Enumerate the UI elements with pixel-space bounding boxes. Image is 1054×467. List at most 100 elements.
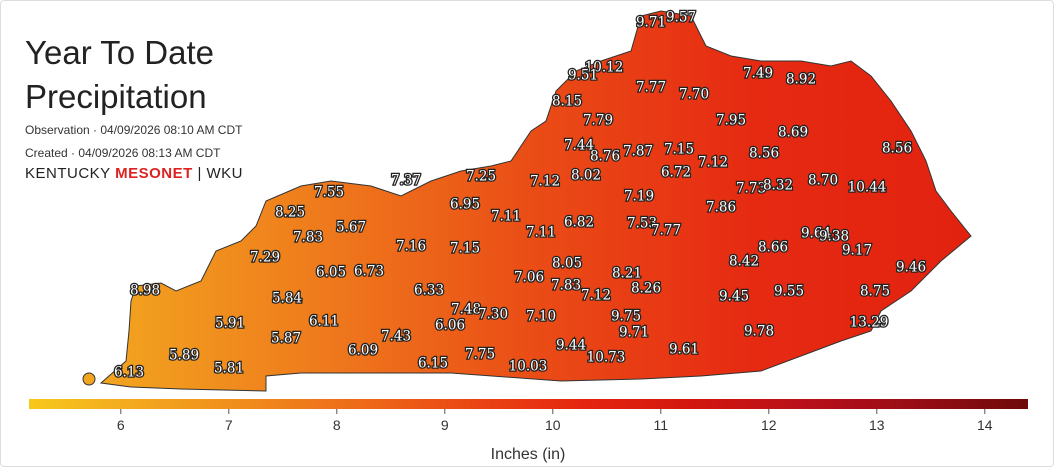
station-value: 7.12	[698, 155, 728, 171]
station-value: 10.12	[585, 60, 624, 76]
created: Created · 04/09/2026 08:13 AM CDT	[25, 146, 221, 160]
station-value: 8.25	[275, 205, 305, 221]
colorbar-tick-label: 11	[654, 417, 669, 433]
station-value: 9.45	[719, 289, 749, 305]
station-value: 6.09	[348, 343, 378, 359]
station-value: 5.84	[272, 291, 302, 307]
station-value: 6.11	[309, 314, 339, 330]
station-value: 10.03	[509, 359, 548, 375]
island	[82, 372, 96, 386]
station-value: 7.86	[706, 200, 736, 216]
colorbar-tick-label: 10	[545, 417, 561, 433]
station-value: 9.17	[842, 243, 872, 259]
colorbar-tick-label: 6	[117, 417, 125, 433]
station-value: 10.73	[587, 350, 626, 366]
station-value: 7.19	[624, 189, 654, 205]
station-value: 7.15	[450, 241, 480, 257]
station-value: 7.11	[491, 209, 521, 225]
colorbar-ticks: 6 7 8 9 10 11 12 13 14	[117, 409, 993, 433]
station-value: 7.77	[636, 80, 666, 96]
station-value: 8.32	[763, 178, 793, 194]
colorbar-tick-label: 13	[869, 417, 885, 433]
station-value: 5.87	[271, 331, 301, 347]
station-value: 7.73	[736, 181, 766, 197]
station-value: 13.29	[850, 315, 889, 331]
station-value: 8.92	[786, 72, 816, 88]
station-value: 8.56	[749, 146, 779, 162]
station-value: 7.49	[743, 66, 773, 82]
station-value: 8.21	[612, 266, 642, 282]
station-value: 9.71	[636, 15, 666, 31]
station-value: 7.83	[551, 278, 581, 294]
station-value: 7.95	[716, 113, 746, 129]
station-value: 7.53	[627, 216, 657, 232]
observation: Observation · 04/09/2026 08:10 AM CDT	[25, 123, 243, 137]
colorbar-label: Inches (in)	[491, 446, 566, 463]
station-value: 9.71	[619, 325, 649, 341]
station-value: 9.57	[666, 10, 696, 26]
station-value: 7.29	[250, 250, 280, 266]
station-value: 8.69	[778, 125, 808, 141]
station-value: 9.75	[611, 309, 641, 325]
station-value: 6.15	[418, 356, 448, 372]
station-value: 9.46	[896, 260, 926, 276]
station-value: 7.12	[530, 174, 560, 190]
state-outline	[99, 10, 972, 392]
station-value: 6.95	[450, 197, 480, 213]
station-value: 5.91	[215, 316, 245, 332]
title: Year To Date Precipitation	[25, 34, 214, 115]
station-value: 7.83	[293, 230, 323, 246]
colorbar-tick-label: 9	[441, 417, 449, 433]
station-value: 8.66	[758, 240, 788, 256]
station-value: 8.75	[860, 284, 890, 300]
station-value: 7.77	[651, 223, 681, 239]
station-value: 10.44	[848, 180, 887, 196]
station-value: 8.98	[130, 283, 160, 299]
station-value: 6.05	[316, 265, 346, 281]
station-value: 6.73	[354, 264, 384, 280]
station-value: 7.37	[391, 173, 421, 189]
station-value: 7.55	[314, 185, 344, 201]
station-value: 6.72	[661, 165, 691, 181]
station-value: 7.25	[466, 169, 496, 185]
station-value: 6.06	[435, 318, 465, 334]
station-value: 9.44	[556, 338, 586, 354]
logo-partner: WKU	[206, 165, 244, 182]
station-value: 9.51	[568, 68, 598, 84]
station-value: 7.06	[514, 270, 544, 286]
station-value: 7.87	[623, 144, 653, 160]
station-value: 5.67	[336, 220, 366, 236]
station-value: 6.13	[114, 365, 144, 381]
logo-left: KENTUCKY	[25, 165, 111, 182]
colorbar-tick-label: 7	[225, 417, 233, 433]
station-value: 7.15	[664, 142, 694, 158]
station-value: 9.38	[819, 229, 849, 245]
station-value: 6.33	[414, 283, 444, 299]
logo: KENTUCKY MESONET | WKU	[25, 165, 244, 182]
colorbar-tick-label: 12	[761, 417, 777, 433]
station-value: 7.10	[526, 309, 556, 325]
station-value: 9.78	[744, 324, 774, 340]
station-value: 8.70	[808, 173, 838, 189]
station-value: 8.56	[882, 141, 912, 157]
station-value: 5.81	[214, 361, 244, 377]
colorbar-tick-label: 14	[977, 417, 993, 433]
station-value: 7.44	[564, 138, 594, 154]
station-value: 8.42	[729, 254, 759, 270]
station-value: 8.02	[571, 168, 601, 184]
station-value: 8.05	[552, 256, 582, 272]
station-value: 8.26	[631, 281, 661, 297]
station-value: 7.12	[581, 288, 611, 304]
station-value: 7.11	[526, 225, 556, 241]
station-value: 8.76	[590, 149, 620, 165]
colorbar-tick-label: 8	[333, 417, 341, 433]
station-value: 7.43	[381, 329, 411, 345]
colorbar	[29, 399, 1028, 409]
station-value: 9.64	[801, 226, 831, 242]
station-value: 9.55	[774, 284, 804, 300]
station-value: 7.79	[583, 113, 613, 129]
station-value: 8.15	[552, 94, 582, 110]
